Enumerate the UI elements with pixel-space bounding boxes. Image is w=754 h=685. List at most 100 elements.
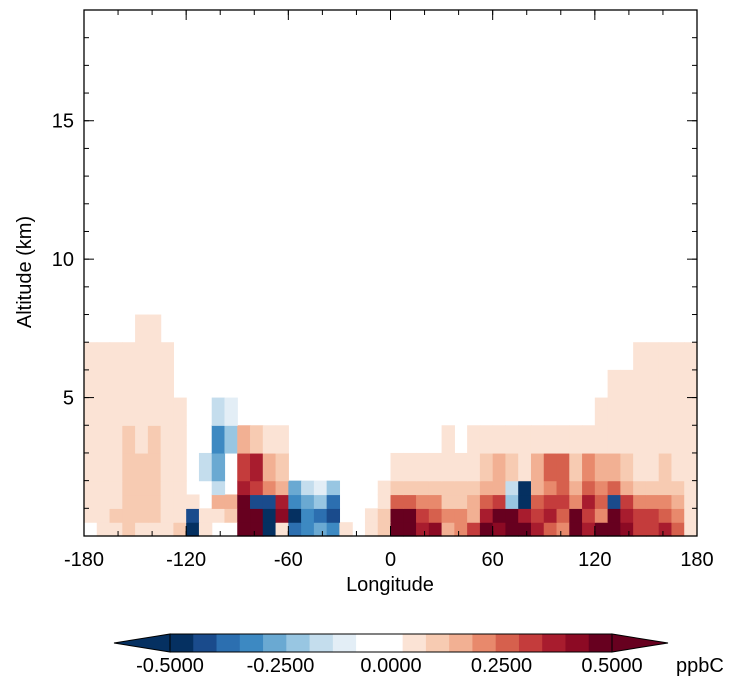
heatmap-cell — [326, 480, 341, 496]
heatmap-cell — [211, 425, 226, 454]
heatmap-cell — [556, 480, 570, 496]
heatmap-cell — [377, 508, 392, 523]
heatmap-cell — [326, 508, 341, 523]
heatmap-cell — [250, 522, 264, 537]
heatmap-cell — [684, 480, 698, 496]
heatmap-cell — [518, 425, 532, 454]
heatmap-cell — [556, 508, 570, 523]
heatmap-cell — [96, 480, 111, 496]
heatmap-cell — [428, 452, 443, 482]
heatmap-cell — [645, 342, 660, 371]
heatmap-cell — [224, 494, 238, 509]
heatmap-cell — [607, 494, 621, 509]
y-axis-title: Altitude (km) — [14, 216, 36, 328]
heatmap-cell — [556, 494, 570, 509]
heatmap-cell — [645, 397, 660, 426]
heatmap-cell — [160, 494, 174, 509]
heatmap-cell — [84, 425, 98, 454]
heatmap-cell — [620, 522, 634, 537]
heatmap-cell — [684, 369, 698, 399]
heatmap-cell — [262, 508, 277, 523]
colorbar-swatch — [379, 634, 404, 652]
heatmap-cell — [160, 369, 174, 399]
heatmap-cell — [543, 494, 558, 509]
heatmap-cell — [594, 425, 609, 454]
heatmap-cell — [416, 452, 430, 482]
colorbar-swatch — [216, 634, 241, 652]
heatmap-cell — [211, 494, 226, 509]
heatmap-cell — [275, 425, 289, 454]
heatmap-cell — [96, 397, 111, 426]
heatmap-cell — [147, 342, 162, 371]
heatmap-cell — [518, 494, 532, 509]
heatmap-cell — [671, 425, 685, 454]
heatmap-cell — [135, 480, 149, 496]
heatmap-cell — [582, 452, 596, 482]
heatmap-cell — [454, 508, 468, 523]
heatmap-cell — [122, 494, 136, 509]
heatmap-cell — [390, 452, 404, 482]
heatmap-cell — [237, 480, 251, 496]
heatmap-cell — [122, 425, 136, 454]
heatmap-cell — [620, 425, 634, 454]
heatmap-cell — [620, 508, 634, 523]
heatmap-cell — [620, 480, 634, 496]
heatmap-cell — [454, 452, 468, 482]
heatmap-cell — [594, 494, 609, 509]
heatmap-cell — [416, 480, 430, 496]
heatmap-cell — [607, 452, 621, 482]
heatmap-cell — [198, 508, 213, 523]
heatmap-cell — [147, 480, 162, 496]
heatmap-cell — [403, 494, 417, 509]
heatmap-cell — [505, 425, 519, 454]
heatmap-cell — [390, 522, 404, 537]
heatmap-cell — [364, 522, 379, 537]
heatmap-cell — [288, 522, 302, 537]
heatmap-cell — [671, 397, 685, 426]
colorbar-swatch — [518, 634, 543, 652]
heatmap-cell — [416, 522, 430, 537]
heatmap-cell — [96, 425, 111, 454]
heatmap-cell — [671, 480, 685, 496]
heatmap-cell — [262, 425, 277, 454]
heatmap-cell — [569, 425, 583, 454]
heatmap-cell — [135, 508, 149, 523]
heatmap-cell — [505, 494, 519, 509]
heatmap-cell — [250, 425, 264, 454]
heatmap-cell — [607, 425, 621, 454]
heatmap-cell — [339, 522, 353, 537]
heatmap-cell — [671, 494, 685, 509]
heatmap-cell — [454, 480, 468, 496]
heatmap-cell — [301, 480, 315, 496]
heatmap-cell — [364, 508, 379, 523]
heatmap-cell — [658, 508, 673, 523]
colorbar-tick-label: -0.5000 — [136, 655, 204, 677]
heatmap-cell — [684, 508, 698, 523]
heatmap-cell — [313, 480, 328, 496]
heatmap-cell — [543, 452, 558, 482]
x-tick-label: 0 — [385, 549, 396, 571]
heatmap-cell — [313, 494, 328, 509]
heatmap-cell — [186, 508, 200, 523]
colorbar-unit-label: ppbC — [676, 655, 724, 677]
heatmap-cell — [301, 522, 315, 537]
heatmap-cell — [518, 452, 532, 482]
heatmap-cell — [569, 480, 583, 496]
colorbar-swatch — [263, 634, 287, 652]
heatmap-cell — [556, 425, 570, 454]
heatmap-cell — [326, 522, 341, 537]
x-tick-label: 120 — [578, 549, 611, 571]
heatmap-cell — [620, 452, 634, 482]
heatmap-cell — [173, 508, 187, 523]
heatmap-cell — [224, 508, 238, 523]
heatmap-cell — [288, 480, 302, 496]
heatmap-cell — [479, 494, 494, 509]
heatmap-cell — [122, 508, 136, 523]
heatmap-cell — [403, 508, 417, 523]
heatmap-cell — [594, 508, 609, 523]
heatmap-cell — [313, 508, 328, 523]
heatmap-cell — [658, 425, 673, 454]
heatmap-cell — [633, 508, 647, 523]
heatmap-cell — [428, 522, 443, 537]
heatmap-cell — [530, 508, 545, 523]
